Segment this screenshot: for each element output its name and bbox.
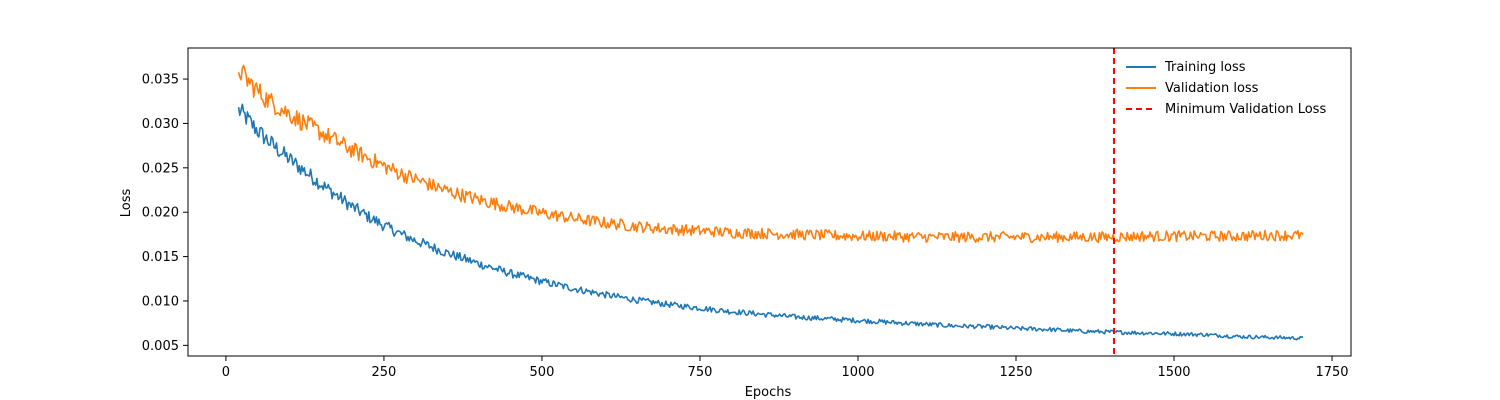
y-tick-label: 0.005 — [142, 339, 179, 354]
plot-area — [237, 48, 1304, 356]
y-tick-label: 0.010 — [142, 294, 179, 309]
x-tick-label: 1500 — [1157, 365, 1190, 380]
x-tick-label: 0 — [222, 365, 230, 380]
x-tick-label: 750 — [688, 365, 713, 380]
x-axis-label: Epochs — [745, 385, 792, 400]
y-tick-label: 0.015 — [142, 250, 179, 265]
y-tick-label: 0.025 — [142, 161, 179, 176]
x-tick-label: 250 — [372, 365, 397, 380]
legend-training-label: Training loss — [1164, 60, 1246, 75]
series-line-1 — [237, 64, 1304, 244]
y-tick-label: 0.030 — [142, 117, 179, 132]
x-tick-label: 1750 — [1315, 365, 1348, 380]
y-tick-label: 0.035 — [142, 73, 179, 88]
legend-min-val-label: Minimum Validation Loss — [1165, 102, 1326, 117]
axes: 0 250 500 750 1000 1250 1500 1750 0.005 0.010 0.01… — [142, 47, 1352, 380]
y-axis-label: Loss — [119, 189, 134, 218]
y-tick-label: 0.020 — [142, 206, 179, 221]
x-tick-label: 500 — [530, 365, 555, 380]
axes-frame — [187, 47, 1352, 357]
x-tick-label: 1000 — [841, 365, 874, 380]
legend-validation-label: Validation loss — [1165, 81, 1259, 96]
series-line-0 — [237, 103, 1304, 341]
legend: Training loss Validation loss Minimum Va… — [1126, 60, 1326, 117]
x-tick-label: 1250 — [999, 365, 1032, 380]
